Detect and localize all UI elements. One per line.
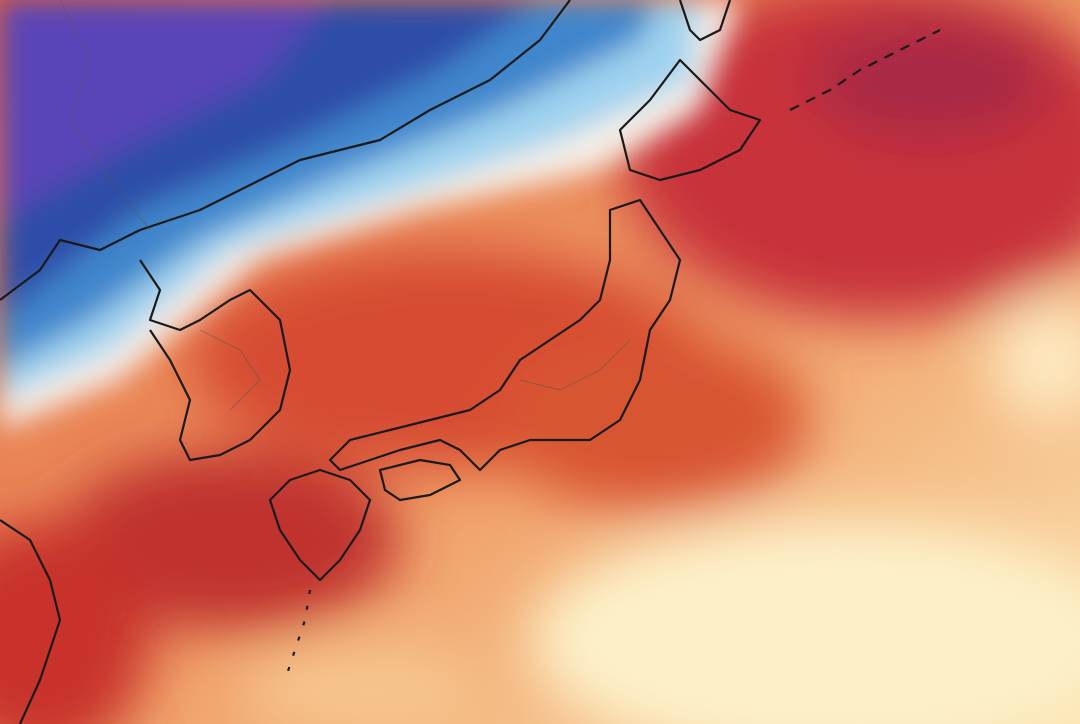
border [59, 0, 151, 231]
coastline-sakhalin [678, 0, 732, 42]
cold-band [0, 0, 740, 430]
purple-area [0, 0, 330, 220]
borders [59, 0, 631, 411]
warm-area [810, 20, 1050, 140]
warm-area [60, 450, 400, 630]
warm-area [490, 330, 810, 510]
pale-area [990, 300, 1080, 420]
coastline-honshu [328, 198, 682, 472]
pale-area [240, 650, 480, 724]
pale-area [530, 520, 1080, 724]
coastline-kurils [789, 29, 941, 111]
coastlines [0, 0, 941, 724]
coastline-korea [139, 259, 292, 462]
warm-area [0, 520, 150, 724]
border [519, 339, 631, 391]
coastline-hokkaido [618, 58, 762, 182]
coastline-mainland [0, 0, 571, 301]
coastline-china-south [0, 519, 62, 724]
coastline-shikoku [378, 458, 462, 502]
coastline-kyushu [268, 468, 372, 582]
border [199, 329, 261, 411]
